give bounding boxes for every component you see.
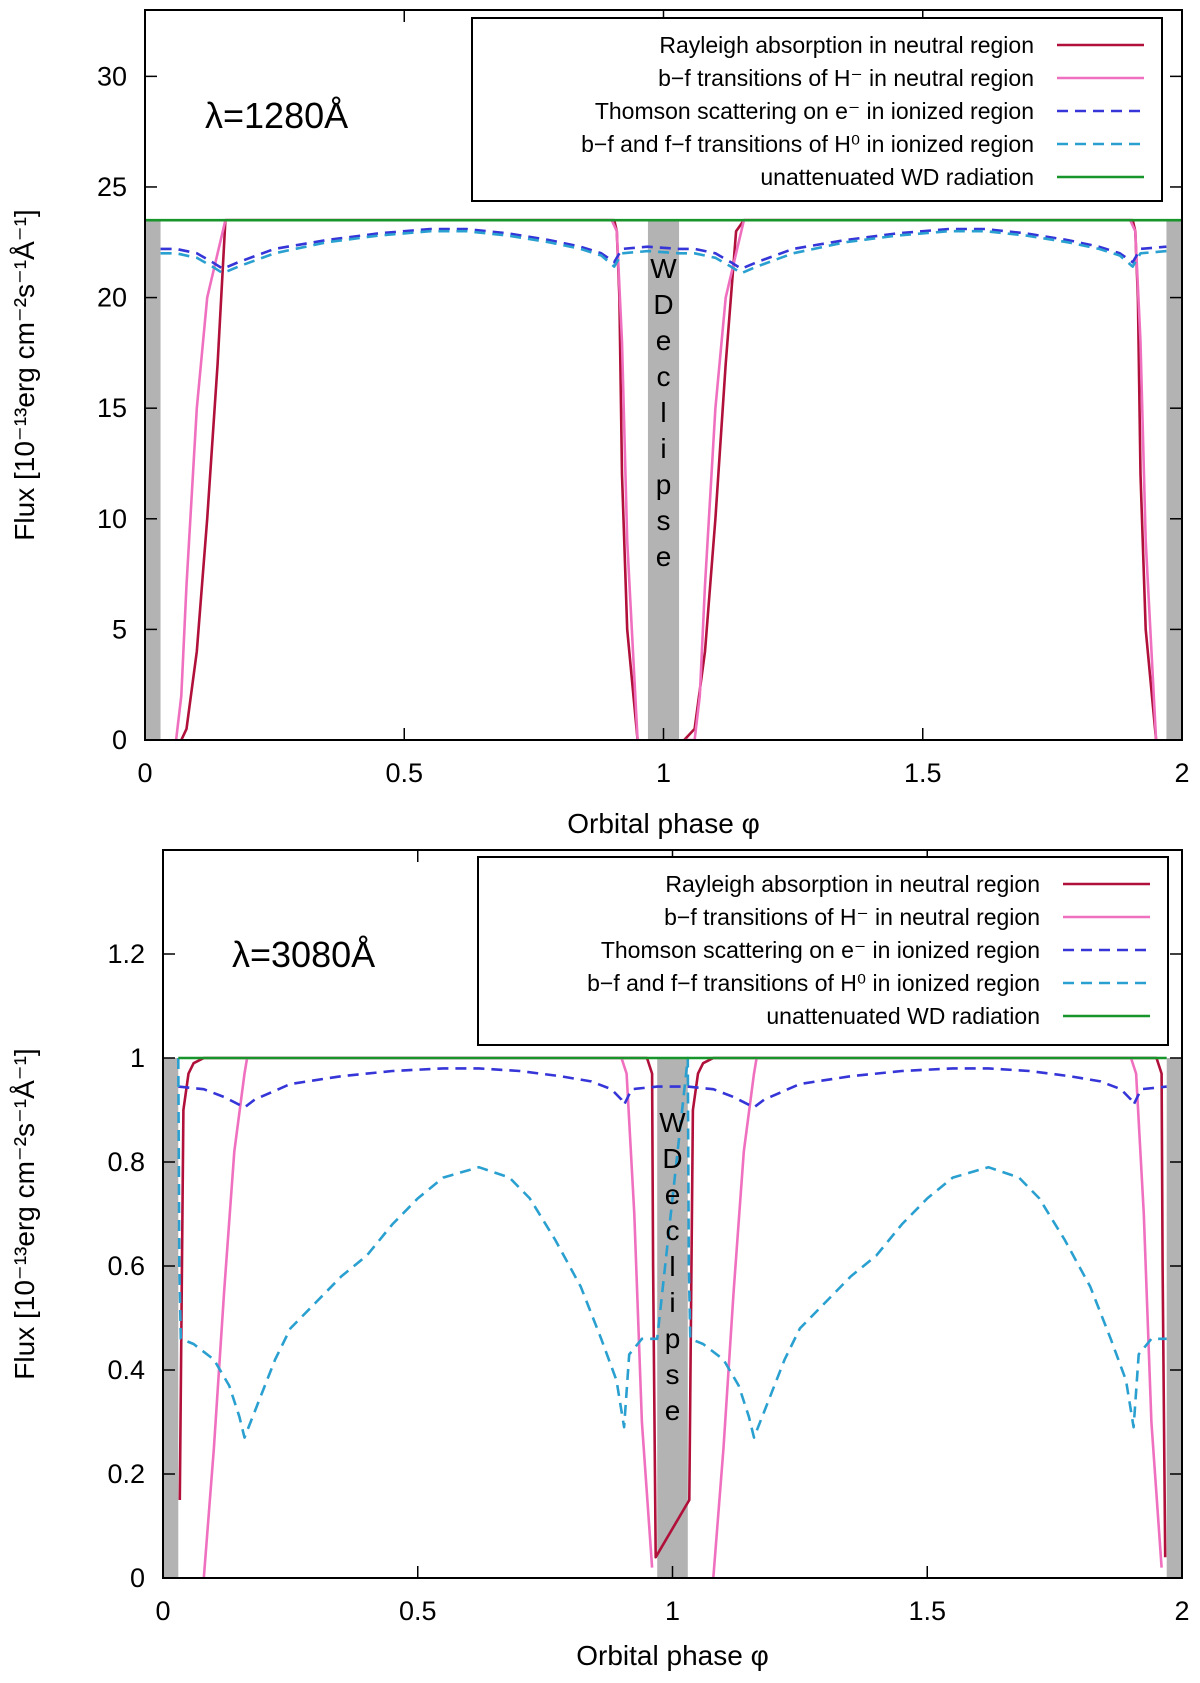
eclipse-band-2 xyxy=(1166,1058,1182,1578)
legend: Rayleigh absorption in neutral region b−f… xyxy=(477,856,1169,1046)
bottom-chart-panel: 0 0.5 1 1.5 2 0 0.2 0.4 0.6 0.8 1 1.2 Orbital phase … xyxy=(9,849,1190,1671)
y-tick-label: 0 xyxy=(112,725,127,755)
legend: Rayleigh absorption in neutral region b−f… xyxy=(471,17,1163,202)
x-tick-label: 0 xyxy=(155,1596,170,1626)
eclipse-label-letter: e xyxy=(656,541,672,572)
legend-label: Thomson scattering on e⁻ in ionized regi… xyxy=(601,937,1040,963)
y-tick-label: 10 xyxy=(97,504,127,534)
legend-box xyxy=(477,856,1169,1046)
eclipse-label-letter: e xyxy=(656,325,672,356)
y-tick-label: 30 xyxy=(97,61,127,91)
x-tick-label: 0.5 xyxy=(399,1596,437,1626)
y-tick-label: 0.4 xyxy=(107,1355,145,1385)
eclipse-band-2 xyxy=(1166,220,1182,741)
eclipse-label-letter: p xyxy=(656,469,672,500)
eclipse-label-letter: i xyxy=(660,433,666,464)
y-tick-label: 1.2 xyxy=(107,939,145,969)
wavelength-annotation: λ=1280Å xyxy=(205,95,348,136)
x-tick-label: 1 xyxy=(656,758,671,788)
series-line-2 xyxy=(160,227,1167,271)
legend-label: Rayleigh absorption in neutral region xyxy=(659,32,1034,58)
y-axis-label: Flux [10⁻¹³erg cm⁻²s⁻¹Å⁻¹] xyxy=(9,209,40,540)
legend-label: b−f and f−f transitions of H⁰ in ionized… xyxy=(587,970,1040,996)
legend-label: unattenuated WD radiation xyxy=(766,1003,1040,1029)
x-axis-label: Orbital phase φ xyxy=(576,1640,768,1671)
y-tick-label: 0.6 xyxy=(107,1251,145,1281)
x-tick-label: 0.5 xyxy=(385,758,423,788)
y-tick-label: 20 xyxy=(97,283,127,313)
eclipse-label-letter: W xyxy=(650,253,677,284)
eclipse-band-0 xyxy=(163,1058,179,1578)
x-tick-label: 1 xyxy=(665,1596,680,1626)
x-tick-label: 1.5 xyxy=(908,1596,946,1626)
y-tick-label: 1 xyxy=(130,1043,145,1073)
y-axis-label: Flux [10⁻¹³erg cm⁻²s⁻¹Å⁻¹] xyxy=(9,1048,40,1379)
y-tick-label: 0.8 xyxy=(107,1147,145,1177)
legend-label: b−f transitions of H⁻ in neutral region xyxy=(658,65,1034,91)
eclipse-label-letter: l xyxy=(660,397,666,428)
legend-box xyxy=(471,17,1163,202)
eclipse-label-letter: W xyxy=(659,1107,686,1138)
plot-area xyxy=(177,1056,1167,1578)
eclipse-label-letter: D xyxy=(653,289,673,320)
eclipse-band-1 xyxy=(657,1058,688,1578)
y-tick-label: 5 xyxy=(112,614,127,644)
series-line-2 xyxy=(178,1067,1167,1109)
legend-label: unattenuated WD radiation xyxy=(760,164,1034,190)
eclipse-band-0 xyxy=(145,220,161,741)
x-tick-label: 1.5 xyxy=(904,758,942,788)
series-line-3 xyxy=(160,229,1167,275)
legend-label: b−f and f−f transitions of H⁰ in ionized… xyxy=(581,131,1034,157)
eclipse-label-letter: e xyxy=(665,1179,681,1210)
legend-label: b−f transitions of H⁻ in neutral region xyxy=(664,904,1040,930)
y-tick-label: 15 xyxy=(97,393,127,423)
eclipse-label-letter: D xyxy=(662,1143,682,1174)
x-tick-label: 0 xyxy=(137,758,152,788)
eclipse-label-letter: s xyxy=(657,505,671,536)
eclipse-label-letter: l xyxy=(669,1251,675,1282)
x-axis-label: Orbital phase φ xyxy=(567,808,759,839)
x-tick-label: 2 xyxy=(1174,758,1189,788)
eclipse-label-letter: c xyxy=(657,361,671,392)
eclipse-label-letter: e xyxy=(665,1395,681,1426)
eclipse-band-1 xyxy=(647,220,680,741)
x-tick-label: 2 xyxy=(1174,1596,1189,1626)
legend-label: Rayleigh absorption in neutral region xyxy=(665,871,1040,897)
eclipse-label-letter: p xyxy=(665,1323,681,1354)
y-tick-label: 0.2 xyxy=(107,1459,145,1489)
plot-area xyxy=(145,218,1182,740)
eclipse-label-letter: i xyxy=(669,1287,675,1318)
y-tick-label: 0 xyxy=(130,1563,145,1593)
y-tick-label: 25 xyxy=(97,172,127,202)
eclipse-label-letter: s xyxy=(666,1359,680,1390)
wavelength-annotation: λ=3080Å xyxy=(232,934,375,975)
legend-label: Thomson scattering on e⁻ in ionized regi… xyxy=(595,98,1034,124)
series-line-3 xyxy=(177,1056,1167,1439)
eclipse-label-letter: c xyxy=(666,1215,680,1246)
